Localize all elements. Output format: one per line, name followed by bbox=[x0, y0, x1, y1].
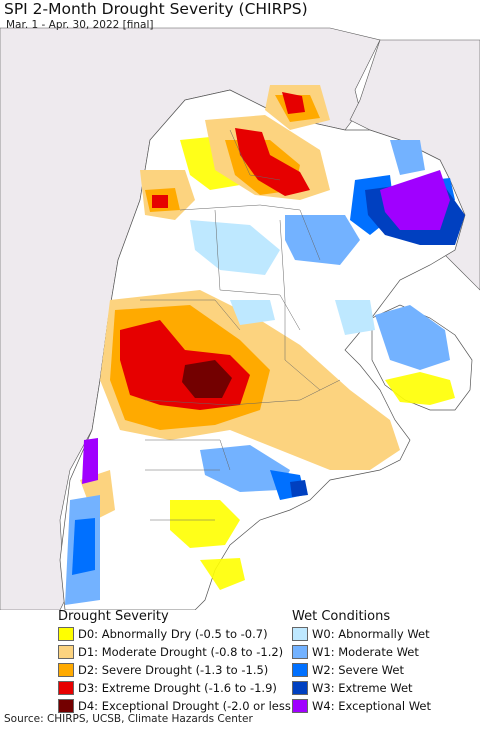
legend-label-d2: D2: Severe Drought (-1.3 to -1.5) bbox=[78, 663, 269, 677]
legend-item-w4: W4: Exceptional Wet bbox=[292, 698, 431, 714]
legend-swatch-d1 bbox=[58, 645, 74, 659]
drought-map bbox=[0, 27, 480, 610]
legend-swatch-w1 bbox=[292, 645, 308, 659]
legend-swatch-d2 bbox=[58, 663, 74, 677]
legend-label-w2: W2: Severe Wet bbox=[312, 663, 404, 677]
legend-item-d4: D4: Exceptional Drought (-2.0 or less) bbox=[58, 698, 295, 714]
legend-item-w1: W1: Moderate Wet bbox=[292, 644, 419, 660]
legend-label-d4: D4: Exceptional Drought (-2.0 or less) bbox=[78, 699, 296, 713]
legend-item-w2: W2: Severe Wet bbox=[292, 662, 404, 678]
legend-item-d3: D3: Extreme Drought (-1.6 to -1.9) bbox=[58, 680, 277, 696]
source-credit: Source: CHIRPS, UCSB, Climate Hazards Ce… bbox=[4, 713, 253, 725]
legend-swatch-w0 bbox=[292, 627, 308, 641]
legend-wet-heading: Wet Conditions bbox=[292, 609, 391, 624]
legend-swatch-w2 bbox=[292, 663, 308, 677]
legend-swatch-d3 bbox=[58, 681, 74, 695]
admin-borders bbox=[140, 129, 341, 521]
legend-swatch-w3 bbox=[292, 681, 308, 695]
map-subtitle: Mar. 1 - Apr. 30, 2022 [final] bbox=[6, 19, 154, 31]
legend-label-d3: D3: Extreme Drought (-1.6 to -1.9) bbox=[78, 681, 277, 695]
legend-item-w0: W0: Abnormally Wet bbox=[292, 626, 430, 642]
legend-label-w1: W1: Moderate Wet bbox=[312, 645, 419, 659]
legend-label-w4: W4: Exceptional Wet bbox=[312, 699, 431, 713]
legend-item-d0: D0: Abnormally Dry (-0.5 to -0.7) bbox=[58, 626, 268, 642]
map-title: SPI 2-Month Drought Severity (CHIRPS) bbox=[4, 0, 308, 18]
legend-label-w0: W0: Abnormally Wet bbox=[312, 627, 430, 641]
legend-item-d2: D2: Severe Drought (-1.3 to -1.5) bbox=[58, 662, 268, 678]
legend-item-d1: D1: Moderate Drought (-0.8 to -1.2) bbox=[58, 644, 283, 660]
legend-label-d1: D1: Moderate Drought (-0.8 to -1.2) bbox=[78, 645, 284, 659]
legend-label-d0: D0: Abnormally Dry (-0.5 to -0.7) bbox=[78, 627, 268, 641]
legend-label-w3: W3: Extreme Wet bbox=[312, 681, 413, 695]
legend-item-w3: W3: Extreme Wet bbox=[292, 680, 413, 696]
legend-swatch-d0 bbox=[58, 627, 74, 641]
severity-patches bbox=[65, 85, 465, 605]
legend-swatch-w4 bbox=[292, 699, 308, 713]
legend-swatch-d4 bbox=[58, 699, 74, 713]
legend-drought-heading: Drought Severity bbox=[58, 609, 169, 624]
